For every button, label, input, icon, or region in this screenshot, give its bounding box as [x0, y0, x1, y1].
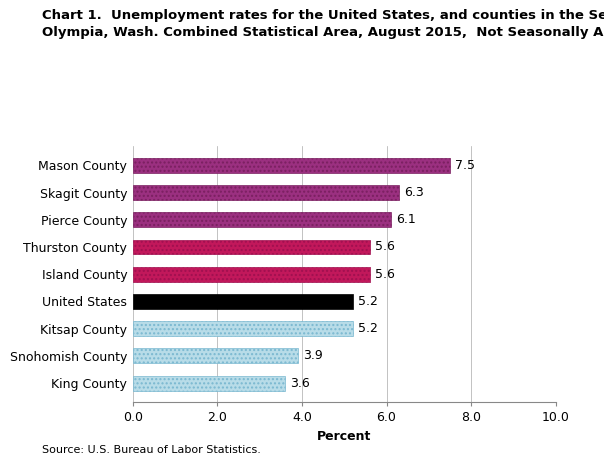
Bar — [133, 185, 399, 200]
Text: 5.2: 5.2 — [358, 295, 378, 308]
Bar — [133, 213, 391, 227]
Text: 7.5: 7.5 — [455, 159, 475, 172]
Text: Chart 1.  Unemployment rates for the United States, and counties in the Seattle-: Chart 1. Unemployment rates for the Unit… — [42, 9, 604, 39]
Bar — [133, 239, 370, 255]
Text: 6.3: 6.3 — [404, 186, 424, 199]
Text: Source: U.S. Bureau of Labor Statistics.: Source: U.S. Bureau of Labor Statistics. — [42, 445, 261, 455]
Text: 5.6: 5.6 — [374, 240, 394, 254]
Bar — [133, 376, 285, 391]
Bar — [133, 294, 353, 309]
Text: 3.9: 3.9 — [303, 349, 323, 362]
Bar — [133, 158, 450, 173]
Bar — [133, 348, 298, 363]
Bar — [133, 321, 353, 336]
Text: 3.6: 3.6 — [290, 377, 310, 389]
X-axis label: Percent: Percent — [317, 430, 371, 443]
Bar — [133, 267, 370, 282]
Text: 5.2: 5.2 — [358, 322, 378, 335]
Text: 6.1: 6.1 — [396, 213, 416, 226]
Text: 5.6: 5.6 — [374, 268, 394, 281]
